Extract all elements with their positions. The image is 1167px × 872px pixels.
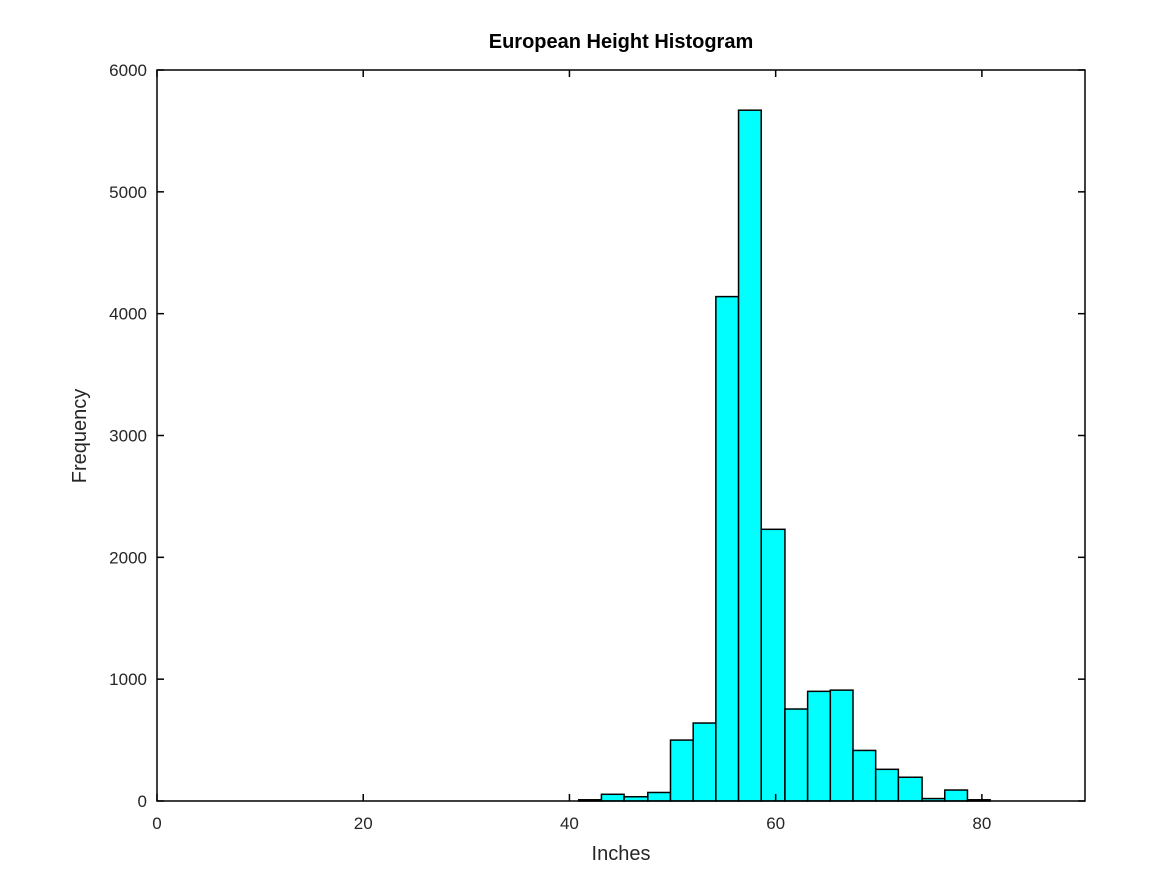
histogram-bar-11: [829, 689, 854, 802]
x-axis-label: Inches: [592, 843, 651, 865]
y-tick-label-2: 2000: [109, 548, 147, 567]
y-tick-label-4: 4000: [109, 305, 147, 324]
histogram-bar-10: [806, 690, 832, 802]
y-tick-label-1: 1000: [109, 670, 147, 689]
y-tick-label-5: 5000: [109, 183, 147, 202]
x-tick-label-2: 40: [560, 814, 579, 833]
histogram-bar-14: [897, 776, 923, 802]
histogram-bar-7: [737, 109, 762, 802]
histogram-bar-13: [874, 768, 900, 802]
y-tick-label-0: 0: [138, 792, 147, 811]
ticks-layer: 0 20 40 60 80 0 1000 2000 3000 4000 5000 6000: [109, 61, 1085, 833]
x-tick-label-3: 60: [766, 814, 785, 833]
histogram-bar-16: [944, 789, 969, 802]
histogram-bar-5: [692, 722, 717, 802]
chart-title: European Height Histogram: [489, 31, 753, 53]
y-tick-label-3: 3000: [109, 427, 147, 446]
y-axis-label: Frequency: [69, 389, 91, 484]
histogram-bar-1: [600, 793, 625, 802]
histogram-bar-4: [669, 739, 694, 802]
histogram-bar-6: [715, 295, 740, 802]
histogram-bar-8: [760, 528, 786, 802]
histogram-bar-12: [852, 749, 877, 802]
plot-frame: [156, 69, 1086, 802]
x-tick-label-1: 20: [354, 814, 373, 833]
histogram-bar-3: [647, 791, 672, 802]
histogram-bar-9: [784, 708, 809, 802]
y-tick-label-6: 6000: [109, 61, 147, 80]
bars-layer: [577, 109, 991, 802]
x-tick-label-0: 0: [152, 814, 161, 833]
x-tick-label-4: 80: [972, 814, 991, 833]
